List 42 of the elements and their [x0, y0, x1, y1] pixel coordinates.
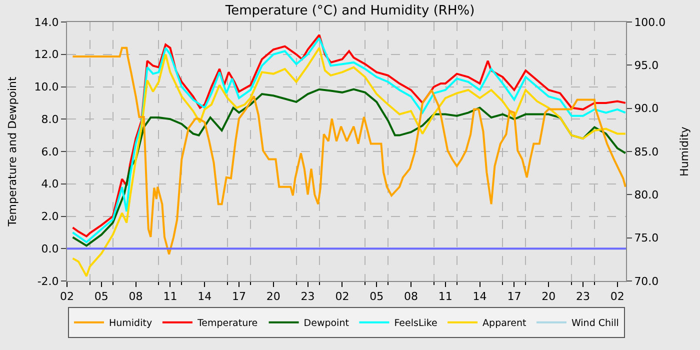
y-tick-label: 12.0	[34, 48, 59, 62]
legend-label: Wind Chill	[571, 318, 619, 330]
y-tick-label: 8.0	[41, 112, 59, 126]
y2-tick-label: 90.0	[634, 102, 659, 116]
x-tick-label: 02	[610, 290, 624, 304]
y-tick-label: 6.0	[41, 145, 59, 158]
legend-label: Dewpoint	[304, 318, 350, 330]
y2-axis-title: Humidity	[678, 126, 691, 176]
y2-tick-label: 100.0	[634, 16, 666, 29]
x-tick-label: 23	[300, 290, 315, 304]
chart-title: Temperature (°C) and Humidity (RH%)	[224, 3, 475, 18]
x-tick-label: 05	[370, 290, 384, 304]
y-axis-title: Temperature and Dewpoint	[6, 76, 19, 228]
y-tick-label: 2.0	[41, 210, 59, 224]
x-tick-label: 14	[472, 290, 487, 304]
x-tick-label: 02	[335, 290, 350, 304]
y2-tick-label: 80.0	[634, 188, 659, 202]
y-tick-label: 14.0	[34, 16, 59, 29]
x-tick-label: 17	[232, 290, 246, 304]
x-tick-label: 05	[94, 290, 108, 304]
y-tick-label: -2.0	[37, 274, 59, 288]
legend-label: Apparent	[482, 318, 526, 330]
y2-tick-label: 75.0	[634, 232, 659, 245]
x-tick-label: 23	[576, 290, 590, 304]
x-tick-label: 20	[266, 290, 280, 304]
x-tick-label: 11	[163, 290, 178, 304]
y-tick-label: 4.0	[41, 178, 59, 191]
x-tick-label: 11	[438, 290, 452, 304]
legend-label: Temperature	[196, 318, 258, 330]
x-tick-label: 17	[507, 290, 522, 304]
legend-label: Humidity	[109, 318, 152, 330]
x-tick-label: 08	[128, 290, 143, 304]
legend-label: FeelsLike	[394, 318, 438, 330]
x-tick-label: 14	[198, 290, 212, 304]
y-tick-label: 0.0	[41, 242, 59, 256]
y2-tick-label: 70.0	[634, 274, 659, 288]
y-tick-label: 10.0	[34, 80, 59, 94]
y2-tick-label: 95.0	[634, 59, 659, 72]
x-tick-label: 02	[60, 290, 74, 304]
y2-tick-label: 85.0	[634, 145, 659, 158]
x-tick-label: 08	[404, 290, 418, 304]
x-tick-label: 20	[542, 290, 556, 304]
